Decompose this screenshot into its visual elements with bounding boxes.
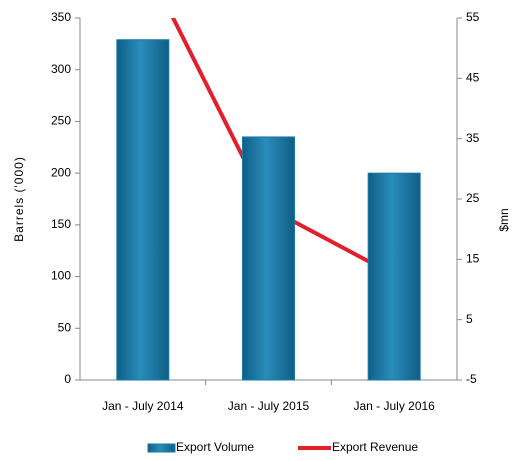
x-tick-label: Jan - July 2016 xyxy=(353,399,435,413)
y2-tick-label: 25 xyxy=(466,191,480,205)
x-tick-label: Jan - July 2014 xyxy=(102,399,184,413)
bar xyxy=(242,136,295,381)
y-tick-label: 0 xyxy=(64,372,71,386)
bar xyxy=(367,172,421,381)
y2-tick-label: 55 xyxy=(466,10,480,24)
legend-swatch xyxy=(147,443,176,453)
y-tick-label: 50 xyxy=(58,320,72,334)
y-tick-label: 200 xyxy=(51,165,71,179)
y-tick-label: 150 xyxy=(51,217,71,231)
y2-tick-label: 15 xyxy=(466,252,480,266)
x-tick-label: Jan - July 2015 xyxy=(228,399,310,413)
y-tick-label: 100 xyxy=(51,269,71,283)
y-tick-label: 250 xyxy=(51,114,71,128)
y2-tick-label: 5 xyxy=(466,312,473,326)
legend-label: Export Volume xyxy=(176,440,254,454)
y-tick-label: 300 xyxy=(51,62,71,76)
y2-axis-label: $mn xyxy=(497,208,511,231)
legend-label: Export Revenue xyxy=(332,440,418,454)
y2-tick-label: 45 xyxy=(466,71,480,85)
y-tick-label: 350 xyxy=(51,10,71,24)
bar xyxy=(116,39,170,381)
y2-tick-label: 35 xyxy=(466,131,480,145)
y-axis-label: Barrels ('000) xyxy=(12,156,26,242)
y2-tick-label: -5 xyxy=(466,372,477,386)
